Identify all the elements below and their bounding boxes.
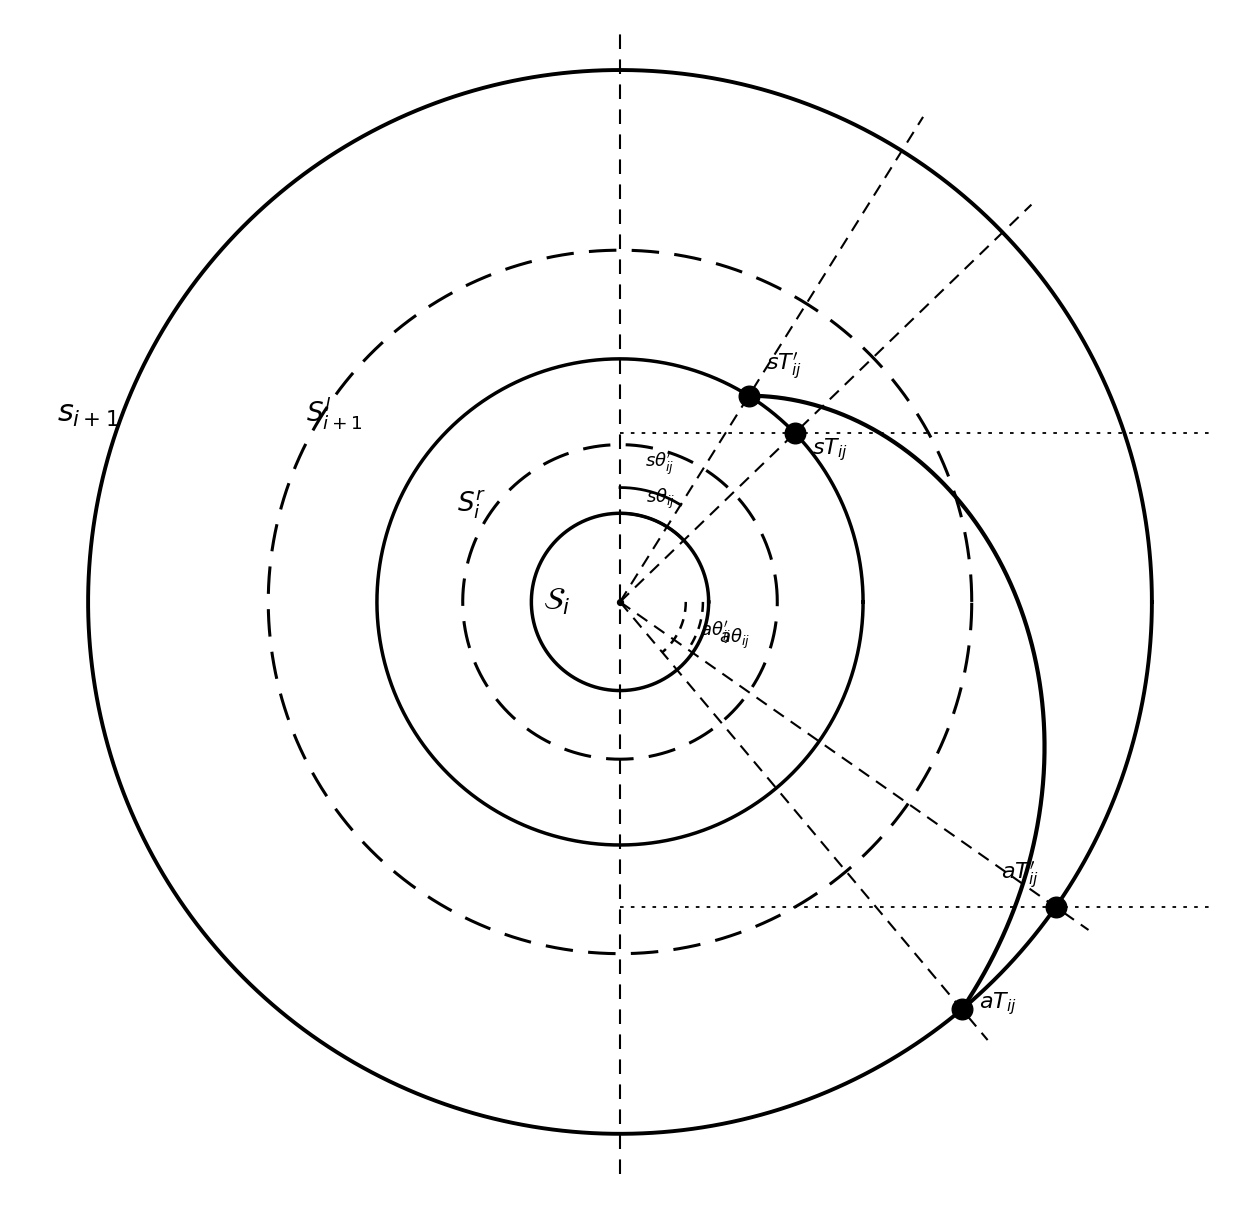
Text: $aT_{ij}'$: $aT_{ij}'$ [1001, 860, 1039, 890]
Text: $S_{i+1}^l$: $S_{i+1}^l$ [306, 396, 362, 431]
Point [952, 1000, 972, 1020]
Text: $s\theta_{ij}$: $s\theta_{ij}$ [646, 487, 676, 512]
Point [1045, 897, 1065, 917]
Text: $S_i^r$: $S_i^r$ [456, 488, 486, 521]
Point [785, 424, 805, 443]
Point [739, 386, 759, 405]
Text: $aT_{ij}$: $aT_{ij}$ [980, 990, 1017, 1017]
Text: $sT_{ij}$: $sT_{ij}$ [812, 436, 848, 463]
Text: $\mathcal{S}_i$: $\mathcal{S}_i$ [543, 586, 570, 618]
Text: $a\theta_{ij}'$: $a\theta_{ij}'$ [699, 620, 730, 647]
Text: $s_{i+1}$: $s_{i+1}$ [57, 398, 119, 429]
Text: $s\theta_{ij}'$: $s\theta_{ij}'$ [645, 451, 675, 479]
Text: $a\theta_{ij}$: $a\theta_{ij}$ [719, 628, 750, 652]
Point [610, 592, 630, 612]
Text: $sT_{ij}'$: $sT_{ij}'$ [766, 350, 802, 381]
